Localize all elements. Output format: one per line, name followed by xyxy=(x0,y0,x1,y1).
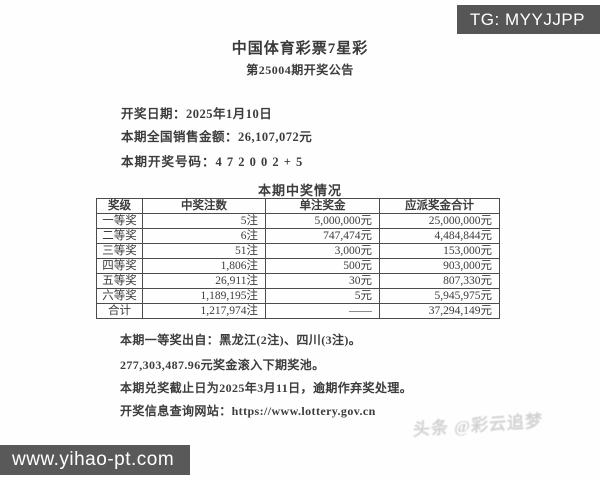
prize-level-cell: 二等奖 xyxy=(96,228,143,244)
table-row: 一等奖 5注 5,000,000元 25,000,000元 xyxy=(96,213,500,229)
info-website-note: 开奖信息查询网站：https://www.lottery.gov.cn xyxy=(120,404,376,418)
prize-table-body: 一等奖 5注 5,000,000元 25,000,000元 二等奖 6注 747,474元 4… xyxy=(96,213,500,319)
table-cell: 5元 xyxy=(265,288,380,304)
table-cell: —— xyxy=(265,303,380,319)
page-title: 中国体育彩票7星彩 xyxy=(231,41,369,57)
table-cell: 37,294,149元 xyxy=(379,303,500,319)
prize-level-cell: 三等奖 xyxy=(96,243,143,259)
draw-date-label: 开奖日期： xyxy=(121,107,187,121)
table-cell: 5,945,975元 xyxy=(379,288,500,304)
table-cell: 807,330元 xyxy=(379,273,500,289)
table-cell: 5注 xyxy=(142,213,266,229)
draw-date-line: 开奖日期：2025年1月10日 xyxy=(121,103,272,122)
table-cell: 6注 xyxy=(142,228,266,244)
table-cell: 25,000,000元 xyxy=(379,213,500,229)
winning-numbers-label: 本期开奖号码： xyxy=(121,155,216,169)
table-cell: 153,000元 xyxy=(379,243,500,259)
table-row: 三等奖 51注 3,000元 153,000元 xyxy=(96,243,500,259)
prize-table: 奖级 中奖注数 单注奖金 应派奖金合计 一等奖 5注 5,000,000元 25,000,0… xyxy=(96,198,500,319)
issue-subtitle: 第25004期开奖公告 xyxy=(246,63,354,77)
rollover-note: 277,303,487.96元奖金滚入下期奖池。 xyxy=(120,358,325,372)
table-row: 四等奖 1,806注 500元 903,000元 xyxy=(96,258,500,274)
prize-level-cell: 五等奖 xyxy=(96,273,143,289)
sales-amount-label: 本期全国销售金额： xyxy=(121,130,239,144)
winning-numbers-line: 本期开奖号码：4 7 2 0 0 2 + 5 xyxy=(121,151,303,170)
table-row: 二等奖 6注 747,474元 4,484,844元 xyxy=(96,228,500,244)
table-cell: 1,189,195注 xyxy=(142,288,266,304)
table-cell: 903,000元 xyxy=(379,258,500,274)
winning-numbers-value: 4 7 2 0 0 2 + 5 xyxy=(215,155,304,169)
prize-table-title: 本期中奖情况 xyxy=(257,183,342,198)
table-row: 五等奖 26,911注 30元 807,330元 xyxy=(96,273,500,289)
prize-level-cell: 合计 xyxy=(96,303,143,319)
table-cell: 26,911注 xyxy=(142,273,266,289)
prize-level-cell: 四等奖 xyxy=(96,258,143,274)
draw-date-value: 2025年1月10日 xyxy=(186,107,273,121)
sales-amount-line: 本期全国销售金额：26,107,072元 xyxy=(121,126,312,145)
table-cell: 1,806注 xyxy=(142,258,266,274)
table-cell: 500元 xyxy=(265,258,380,274)
column-header: 单注奖金 xyxy=(265,198,380,214)
column-header: 中奖注数 xyxy=(142,198,266,214)
column-header: 奖级 xyxy=(96,198,143,214)
telegram-contact-badge: TG: MYYJJPP xyxy=(456,5,600,34)
claim-deadline-note: 本期兑奖截止日为2025年3月11日，逾期作弃奖处理。 xyxy=(120,381,413,395)
toutiao-watermark: 头条 @彩云追梦 xyxy=(412,411,544,440)
column-header: 应派奖金合计 xyxy=(379,198,500,214)
first-prize-origin-note: 本期一等奖出自：黑龙江(2注)、四川(3注)。 xyxy=(120,333,362,347)
prize-level-cell: 六等奖 xyxy=(96,288,143,304)
website-watermark-badge: www.yihao-pt.com xyxy=(0,445,191,475)
table-cell: 30元 xyxy=(265,273,380,289)
table-row: 六等奖 1,189,195注 5元 5,945,975元 xyxy=(96,288,500,304)
table-cell: 5,000,000元 xyxy=(265,213,380,229)
table-cell: 3,000元 xyxy=(265,243,380,259)
prize-level-cell: 一等奖 xyxy=(96,213,143,229)
prize-table-header: 奖级 中奖注数 单注奖金 应派奖金合计 xyxy=(96,198,500,214)
table-cell: 4,484,844元 xyxy=(379,228,500,244)
table-row: 合计 1,217,974注 —— 37,294,149元 xyxy=(96,303,500,319)
table-cell: 747,474元 xyxy=(265,228,380,244)
table-cell: 1,217,974注 xyxy=(142,303,266,319)
sales-amount-value: 26,107,072元 xyxy=(238,130,313,144)
table-cell: 51注 xyxy=(142,243,266,259)
